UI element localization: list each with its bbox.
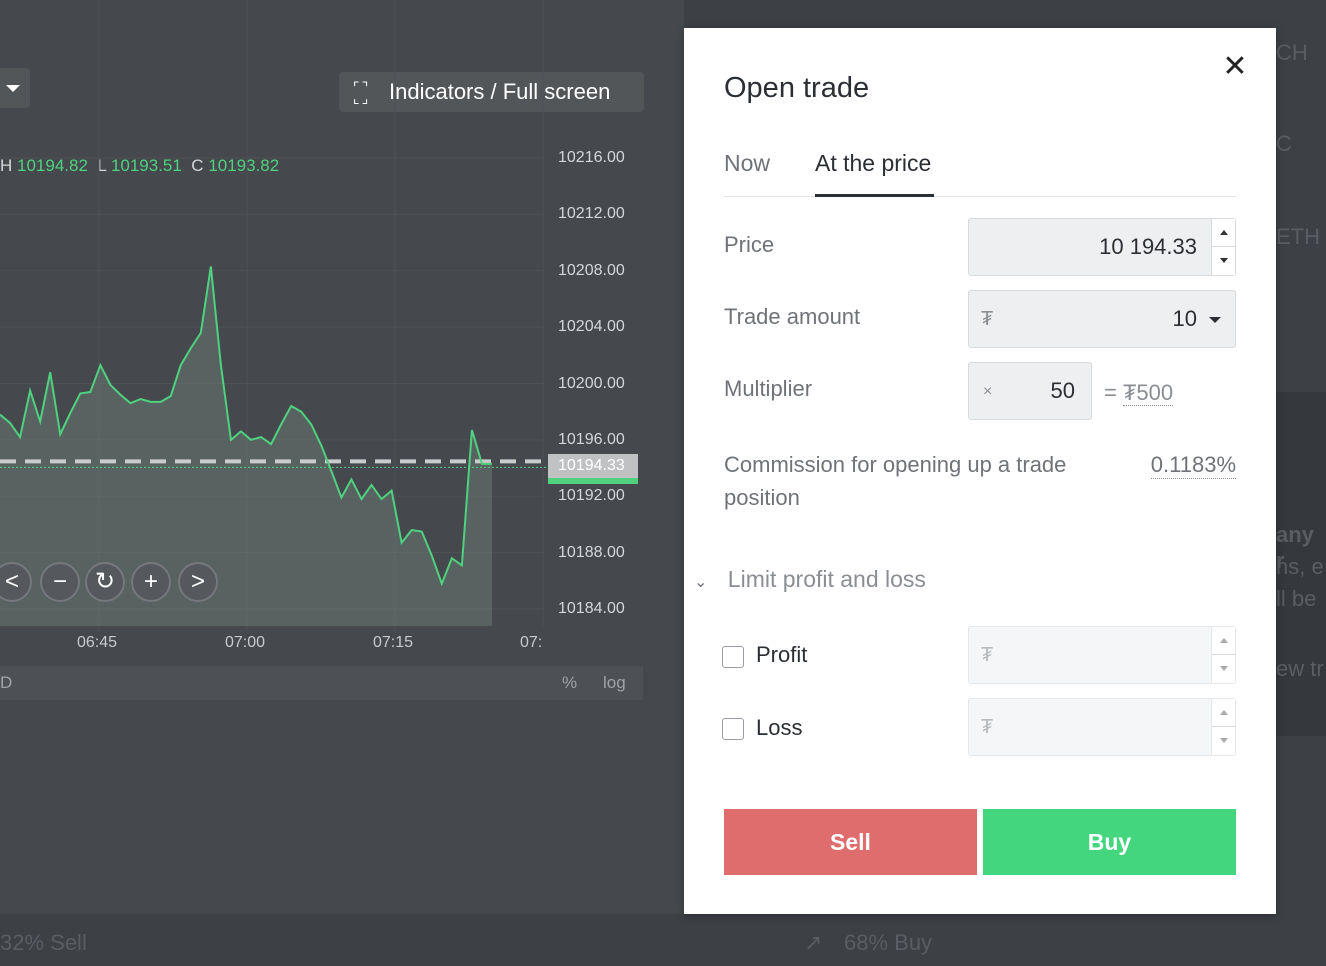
trade-amount-select[interactable]: ₮ 10 (968, 290, 1236, 348)
price-axis-tick: 10188.00 (558, 543, 625, 561)
sell-button[interactable]: Sell (724, 809, 977, 875)
time-axis-tick: 07:00 (225, 634, 266, 651)
tab-at-the-price[interactable]: At the price (815, 150, 932, 176)
ghost-text: CH (1276, 40, 1308, 65)
fullscreen-icon: ⌜⌝ ⌞⌟ (353, 79, 371, 106)
price-decrement-button[interactable] (1212, 247, 1236, 275)
profit-label: Profit (756, 642, 808, 667)
timeframe-label[interactable]: D (0, 673, 13, 692)
indicators-fullscreen-button[interactable]: ⌜⌝ ⌞⌟ Indicators / Full screen (339, 72, 644, 112)
current-price-tag: 10194.33 (548, 454, 638, 478)
ohlc-h-label: H (0, 156, 13, 175)
ohlc-c-label: C (191, 156, 204, 175)
ohlc-readout: H 10194.82 L 10193.51 C 10193.82 (0, 156, 279, 176)
price-axis-tick: 10204.00 (558, 318, 625, 336)
close-icon[interactable]: ✕ (1222, 50, 1248, 83)
profit-decrement-button[interactable] (1212, 655, 1236, 683)
ghost-text: ew tr (1276, 656, 1324, 681)
buy-sentiment: 68% Buy (844, 930, 933, 955)
log-toggle[interactable]: log (603, 673, 626, 692)
chart-bottom-bar: D % log (0, 666, 643, 700)
indicators-label: Indicators / Full screen (389, 79, 611, 104)
commission-value: 0.1183% (1150, 452, 1236, 479)
trade-amount-value: 10 (1172, 306, 1197, 331)
price-value: 10 194.33 (1099, 234, 1197, 259)
loss-input[interactable]: ₮ (968, 698, 1236, 756)
active-tab-indicator (815, 194, 934, 197)
multiplier-value: 50 (1050, 378, 1075, 403)
loss-stepper (1211, 699, 1236, 755)
zoom-out-button[interactable]: − (40, 562, 80, 602)
equals-sign: = (1104, 380, 1117, 405)
time-axis-tick: 07: (520, 634, 543, 651)
time-axis-tick: 06:45 (77, 634, 118, 651)
ohlc-c-value: 10193.82 (208, 156, 280, 175)
chart-area (0, 266, 492, 626)
tab-divider (724, 196, 1236, 197)
ghost-text: any r (1276, 522, 1314, 573)
profit-increment-button[interactable] (1212, 627, 1236, 655)
price-label: Price (724, 232, 775, 257)
chart-type-dropdown[interactable] (0, 68, 30, 108)
price-increment-button[interactable] (1212, 219, 1236, 247)
limit-profit-loss-toggle[interactable]: ⌄ Limit profit and loss (694, 566, 926, 593)
right-panel-dark (1276, 392, 1326, 736)
ghost-text: ETH (1276, 224, 1320, 249)
ohlc-l-label: L (97, 156, 107, 175)
trade-amount-label: Trade amount (724, 304, 861, 329)
ohlc-l-value: 10193.51 (110, 156, 182, 175)
loss-checkbox[interactable] (722, 718, 744, 740)
reset-button[interactable]: ↻ (85, 562, 125, 602)
multiplier-total: = ₮500 (1104, 380, 1174, 406)
price-axis-tick: 10212.00 (558, 205, 625, 223)
scroll-left-button[interactable]: < (0, 562, 32, 602)
price-series-line (0, 266, 492, 587)
time-axis-tick: 07:15 (373, 634, 414, 651)
price-axis-tick: 10208.00 (558, 261, 625, 279)
price-axis-tick: 10192.00 (558, 487, 625, 505)
profit-stepper (1211, 627, 1236, 683)
price-stepper (1211, 219, 1236, 275)
multiplier-select[interactable]: × 50 (968, 362, 1092, 420)
ohlc-h-value: 10194.82 (17, 156, 88, 175)
price-axis-tick: 10184.00 (558, 600, 625, 617)
tether-icon: ₮ (981, 308, 994, 330)
chevron-down-icon (1209, 317, 1221, 323)
loss-decrement-button[interactable] (1212, 727, 1236, 755)
loss-label: Loss (756, 715, 803, 740)
chevron-down-icon: ⌄ (694, 574, 708, 591)
price-axis-tick: 10216.00 (558, 149, 625, 166)
sell-sentiment: 32% Sell (0, 930, 87, 955)
price-axis-tick: 10196.00 (558, 430, 625, 448)
buy-button[interactable]: Buy (983, 809, 1236, 875)
multiply-icon: × (983, 383, 993, 400)
price-chart[interactable] (0, 0, 684, 700)
ghost-text: ll be (1276, 586, 1317, 611)
commission-label: Commission for opening up a trade positi… (724, 452, 1067, 510)
modal-title: Open trade (724, 72, 870, 104)
tether-icon: ₮ (981, 716, 994, 738)
profit-input[interactable]: ₮ (968, 626, 1236, 684)
ghost-text: ns, e (1276, 554, 1324, 579)
tab-now[interactable]: Now (724, 150, 771, 176)
scroll-right-button[interactable]: > (178, 562, 218, 602)
zoom-in-button[interactable]: + (131, 562, 171, 602)
trend-up-icon: ↗ (804, 930, 823, 955)
price-axis-tick: 10200.00 (558, 374, 625, 392)
open-trade-modal: ✕ Open trade Now At the price Price 10 1… (684, 28, 1276, 914)
profit-checkbox[interactable] (722, 646, 744, 668)
ghost-text: C (1276, 131, 1292, 156)
loss-increment-button[interactable] (1212, 699, 1236, 727)
multiplier-label: Multiplier (724, 376, 813, 401)
tether-icon: ₮ (981, 644, 994, 666)
total-value: ₮500 (1122, 380, 1174, 406)
price-input[interactable]: 10 194.33 (968, 218, 1236, 276)
percent-toggle[interactable]: % (562, 673, 578, 692)
limit-label: Limit profit and loss (727, 566, 926, 592)
